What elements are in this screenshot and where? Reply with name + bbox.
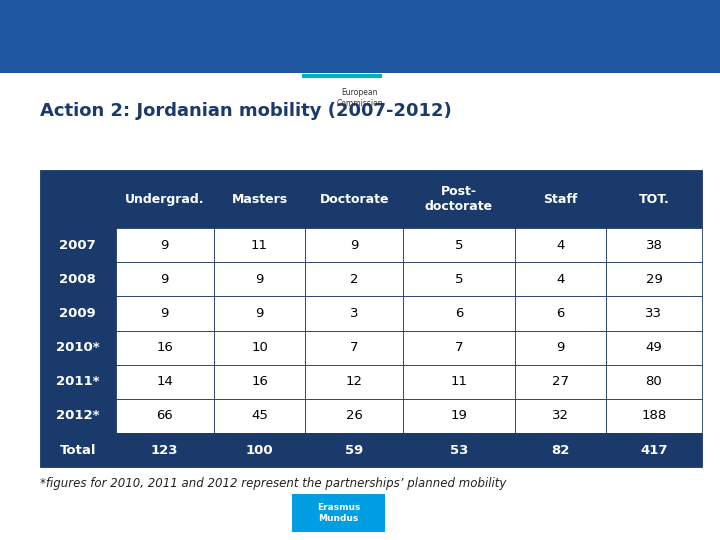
Text: Staff: Staff <box>543 193 577 206</box>
Text: 80: 80 <box>646 375 662 388</box>
Text: 2007: 2007 <box>59 239 96 252</box>
Text: 2008: 2008 <box>59 273 96 286</box>
Text: 66: 66 <box>156 409 174 422</box>
Text: 11: 11 <box>451 375 467 388</box>
Text: 26: 26 <box>346 409 363 422</box>
Text: 12: 12 <box>346 375 363 388</box>
Text: 9: 9 <box>161 307 169 320</box>
Text: 9: 9 <box>350 239 359 252</box>
Text: 9: 9 <box>161 239 169 252</box>
Text: 4: 4 <box>556 239 564 252</box>
Text: *figures for 2010, 2011 and 2012 represent the partnerships’ planned mobility: *figures for 2010, 2011 and 2012 represe… <box>40 477 506 490</box>
Text: 188: 188 <box>642 409 667 422</box>
Text: 2011*: 2011* <box>56 375 99 388</box>
Text: 7: 7 <box>454 341 463 354</box>
Text: 38: 38 <box>646 239 662 252</box>
Text: Post-
doctorate: Post- doctorate <box>425 185 493 213</box>
Text: Action 2: Jordanian mobility (2007-2012): Action 2: Jordanian mobility (2007-2012) <box>40 102 451 120</box>
Text: 6: 6 <box>556 307 564 320</box>
Text: 9: 9 <box>256 273 264 286</box>
Text: 6: 6 <box>455 307 463 320</box>
Text: 14: 14 <box>156 375 174 388</box>
Text: 5: 5 <box>454 239 463 252</box>
Text: 4: 4 <box>556 273 564 286</box>
Text: 5: 5 <box>454 273 463 286</box>
Text: 9: 9 <box>556 341 564 354</box>
Text: 100: 100 <box>246 443 274 456</box>
Text: 2012*: 2012* <box>56 409 99 422</box>
Text: 33: 33 <box>645 307 662 320</box>
Text: 49: 49 <box>646 341 662 354</box>
Text: Undergrad.: Undergrad. <box>125 193 204 206</box>
Text: Doctorate: Doctorate <box>320 193 389 206</box>
Text: 19: 19 <box>451 409 467 422</box>
Text: 9: 9 <box>161 273 169 286</box>
Text: 27: 27 <box>552 375 569 388</box>
Text: 2009: 2009 <box>59 307 96 320</box>
Text: 9: 9 <box>256 307 264 320</box>
Text: TOT.: TOT. <box>639 193 670 206</box>
Text: Masters: Masters <box>231 193 287 206</box>
Text: 7: 7 <box>350 341 359 354</box>
Text: 59: 59 <box>345 443 364 456</box>
Text: Total: Total <box>60 443 96 456</box>
Text: 53: 53 <box>450 443 468 456</box>
Text: European
Commission: European Commission <box>337 88 383 108</box>
Text: 82: 82 <box>551 443 570 456</box>
Text: 2: 2 <box>350 273 359 286</box>
Text: 417: 417 <box>640 443 667 456</box>
Text: 11: 11 <box>251 239 268 252</box>
Text: 29: 29 <box>646 273 662 286</box>
Text: 3: 3 <box>350 307 359 320</box>
Text: Erasmus
Mundus: Erasmus Mundus <box>317 503 360 523</box>
Text: 32: 32 <box>552 409 569 422</box>
Text: 123: 123 <box>151 443 179 456</box>
Text: 45: 45 <box>251 409 268 422</box>
Text: 16: 16 <box>251 375 268 388</box>
Text: 2010*: 2010* <box>56 341 99 354</box>
Text: 16: 16 <box>156 341 174 354</box>
Text: 10: 10 <box>251 341 268 354</box>
